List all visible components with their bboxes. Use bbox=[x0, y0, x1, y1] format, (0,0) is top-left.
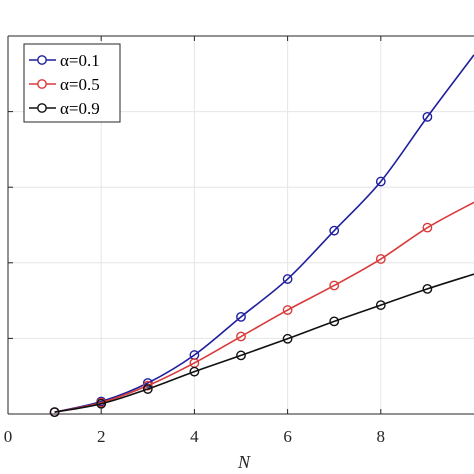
data-point bbox=[422, 283, 433, 294]
x-tick-label: 6 bbox=[283, 427, 292, 446]
data-point bbox=[422, 111, 433, 122]
legend-label: α=0.1 bbox=[60, 51, 100, 70]
data-point bbox=[189, 366, 200, 377]
legend-marker bbox=[37, 79, 47, 89]
data-point bbox=[375, 176, 386, 187]
legend: α=0.1 α=0.5 α=0.9 bbox=[23, 43, 121, 123]
axes bbox=[7, 35, 474, 415]
data-point bbox=[96, 398, 107, 409]
legend-entry: α=0.5 bbox=[29, 75, 100, 94]
data-point bbox=[236, 350, 246, 361]
x-tick-labels: 0 2 4 6 8 bbox=[4, 427, 385, 446]
legend-marker bbox=[37, 55, 47, 65]
data-point bbox=[329, 316, 340, 327]
data-point bbox=[329, 280, 340, 291]
x-tick-label: 2 bbox=[97, 427, 106, 446]
x-tick-label: 8 bbox=[377, 427, 386, 446]
data-point bbox=[329, 225, 340, 236]
data-point bbox=[375, 254, 386, 264]
grid bbox=[8, 36, 474, 414]
data-point bbox=[236, 311, 246, 322]
legend-entry: α=0.9 bbox=[29, 99, 100, 118]
legend-label: α=0.5 bbox=[60, 75, 100, 94]
data-point bbox=[49, 407, 60, 418]
series-2 bbox=[49, 201, 474, 418]
data-point bbox=[142, 384, 153, 394]
data-point bbox=[422, 222, 433, 233]
x-tick-label: 0 bbox=[4, 427, 13, 446]
data-point bbox=[282, 333, 293, 344]
series-lines bbox=[49, 54, 474, 418]
series-line bbox=[54, 273, 474, 413]
legend-entry: α=0.1 bbox=[29, 51, 100, 70]
series-line bbox=[54, 201, 474, 413]
legend-label: α=0.9 bbox=[60, 99, 100, 118]
data-point bbox=[282, 305, 293, 315]
series-line bbox=[54, 54, 474, 413]
x-axis-label: N bbox=[237, 452, 251, 472]
data-point bbox=[236, 331, 246, 342]
data-point bbox=[375, 300, 386, 311]
series-3 bbox=[49, 273, 474, 418]
x-tick-label: 4 bbox=[190, 427, 199, 446]
legend-marker bbox=[37, 103, 47, 113]
data-point bbox=[282, 274, 293, 284]
